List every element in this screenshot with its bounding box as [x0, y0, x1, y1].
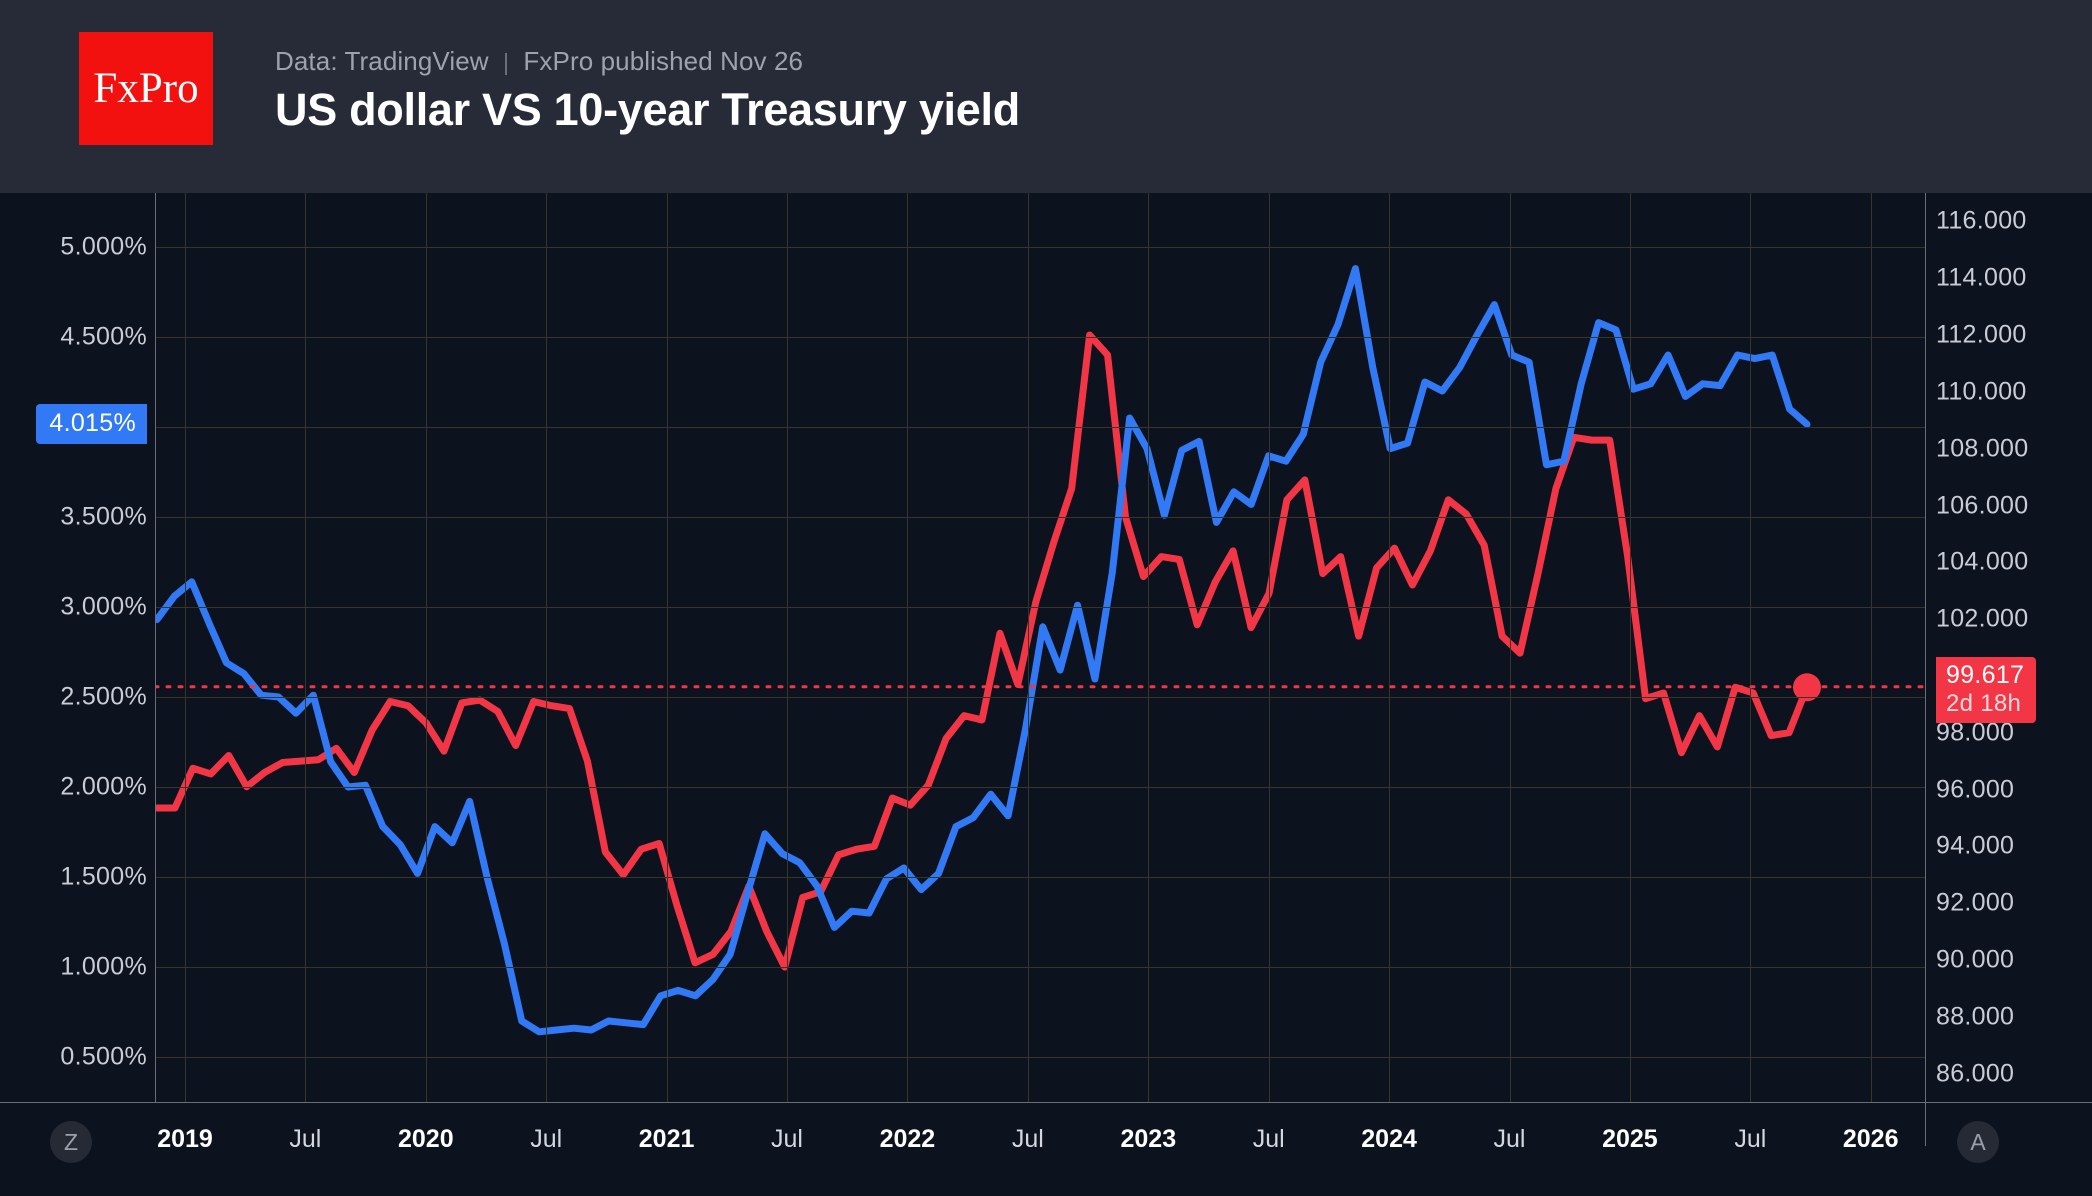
bottom-axis-line: [0, 1102, 2092, 1103]
gridline-horizontal: [155, 607, 1925, 608]
right-axis-tick-label: 116.000: [1936, 206, 2027, 235]
page-header: FxPro Data: TradingView | FxPro publishe…: [0, 0, 2092, 193]
gridline-horizontal: [155, 337, 1925, 338]
series-line-dollar: [155, 331, 1811, 971]
right-axis-tick-label: 112.000: [1936, 320, 2027, 349]
gridline-vertical: [1027, 193, 1029, 1102]
gridline-horizontal: [155, 247, 1925, 248]
left-axis-tick-label: 1.000%: [60, 952, 147, 981]
time-axis-tick-label: 2020: [397, 1125, 454, 1153]
auto-scale-button[interactable]: A: [1957, 1121, 1999, 1163]
gridline-vertical: [1750, 193, 1752, 1102]
left-axis-tick-label: 3.000%: [60, 592, 147, 621]
time-axis-tick-label: 2022: [879, 1125, 936, 1153]
time-axis-tick-label: Jul: [771, 1125, 803, 1153]
series-end-marker: [1793, 673, 1821, 702]
time-axis-tick-label: 2024: [1361, 1125, 1417, 1153]
time-axis-tick-label: 2026: [1842, 1125, 1899, 1153]
gridline-vertical: [1870, 193, 1872, 1102]
gridline-vertical: [1268, 193, 1270, 1102]
page-title: US dollar VS 10-year Treasury yield: [275, 84, 1020, 135]
series-svg: [155, 265, 1821, 1036]
fxpro-logo: FxPro: [79, 32, 213, 145]
time-axis-tick-label: Jul: [289, 1125, 322, 1153]
current-price-label: 99.617: [1946, 660, 2025, 689]
left-price-scale[interactable]: 5.000% 4.500% 3.500% 3.000% 2.500% 2.000% 1.50…: [0, 193, 147, 1102]
time-axis-tick-label: 2019: [157, 1125, 213, 1153]
left-axis-tick-label: 5.000%: [60, 232, 147, 261]
gridline-vertical: [305, 193, 307, 1102]
header-subtitle: Data: TradingView | FxPro published Nov …: [275, 46, 803, 77]
gridline-vertical: [1148, 193, 1150, 1102]
right-axis-tick-label: 96.000: [1936, 775, 2015, 803]
data-source-label: Data: TradingView: [275, 46, 489, 76]
left-axis-line: [155, 193, 156, 1102]
gridline-vertical: [1629, 193, 1631, 1102]
right-axis-tick-label: 106.000: [1936, 491, 2029, 519]
time-axis-tick-label: 2025: [1602, 1125, 1658, 1153]
right-price-scale[interactable]: 116.000 114.000 112.000 110.000 108.000 106.0…: [1936, 193, 2092, 1146]
time-axis-tick-label: Jul: [1493, 1125, 1526, 1153]
gridline-horizontal: [155, 517, 1925, 518]
right-axis-tick-label: 90.000: [1936, 945, 2015, 974]
gridline-vertical: [546, 193, 548, 1102]
bar-countdown-label: 2d 18h: [1946, 689, 2022, 717]
right-axis-line: [1925, 193, 1926, 1146]
gridline-horizontal: [155, 1057, 1925, 1058]
left-axis-tick-label: 1.500%: [60, 862, 147, 891]
left-axis-tick-label: 2.000%: [60, 772, 147, 801]
plot-canvas[interactable]: [155, 193, 1925, 1102]
gridline-horizontal: [155, 787, 1925, 788]
series-line-yield: [155, 265, 1811, 1036]
zoom-reset-button[interactable]: Z: [50, 1121, 92, 1163]
logo-text: FxPro: [93, 65, 199, 112]
reference-line: [155, 685, 1925, 689]
gridline-horizontal: [155, 427, 1925, 428]
left-axis-tick-label: 4.500%: [60, 322, 147, 351]
left-axis-tick-label: 3.500%: [60, 502, 147, 531]
left-axis-tick-label: 0.500%: [60, 1042, 147, 1071]
gridline-vertical: [1509, 193, 1511, 1102]
right-axis-tick-label: 114.000: [1936, 263, 2027, 292]
time-axis-tick-label: Jul: [530, 1125, 563, 1153]
time-axis-tick-label: Jul: [1734, 1125, 1767, 1153]
right-axis-tick-label: 88.000: [1936, 1002, 2015, 1031]
time-axis-tick-label: 2023: [1120, 1125, 1177, 1153]
subtitle-separator: |: [503, 49, 510, 75]
right-axis-current-value-badge: 99.617 2d 18h: [1936, 656, 2036, 723]
right-axis-tick-label: 110.000: [1936, 377, 2027, 406]
time-axis-tick-label: 2021: [638, 1125, 695, 1153]
publisher-label: FxPro published Nov 26: [523, 46, 804, 76]
right-axis-tick-label: 94.000: [1936, 831, 2015, 860]
gridline-vertical: [787, 193, 788, 1102]
gridline-vertical: [907, 193, 909, 1102]
time-scale[interactable]: Z A 2019 Jul 2020 Jul 2021 Jul 2022 Jul 2023 Jul 2…: [0, 1103, 2092, 1196]
right-axis-tick-label: 92.000: [1936, 888, 2015, 917]
gridline-vertical: [185, 193, 186, 1102]
left-axis-tick-label: 2.500%: [60, 682, 147, 711]
left-axis-current-value-badge: 4.015%: [36, 404, 147, 445]
gridline-horizontal: [155, 877, 1925, 878]
right-axis-tick-label: 98.000: [1936, 718, 2015, 747]
gridline-horizontal: [155, 967, 1925, 968]
right-axis-tick-label: 104.000: [1936, 547, 2029, 576]
time-axis-tick-label: Jul: [1252, 1125, 1285, 1153]
gridline-vertical: [1389, 193, 1391, 1102]
gridline-vertical: [425, 193, 427, 1102]
gridline-vertical: [666, 193, 668, 1102]
right-axis-tick-label: 102.000: [1936, 604, 2029, 633]
right-axis-tick-label: 86.000: [1936, 1059, 2015, 1088]
time-axis-tick-label: Jul: [1011, 1125, 1044, 1153]
gridline-horizontal: [155, 697, 1925, 698]
chart-area: 5.000% 4.500% 3.500% 3.000% 2.500% 2.000% 1.50…: [0, 193, 2092, 1196]
right-axis-tick-label: 108.000: [1936, 434, 2029, 463]
